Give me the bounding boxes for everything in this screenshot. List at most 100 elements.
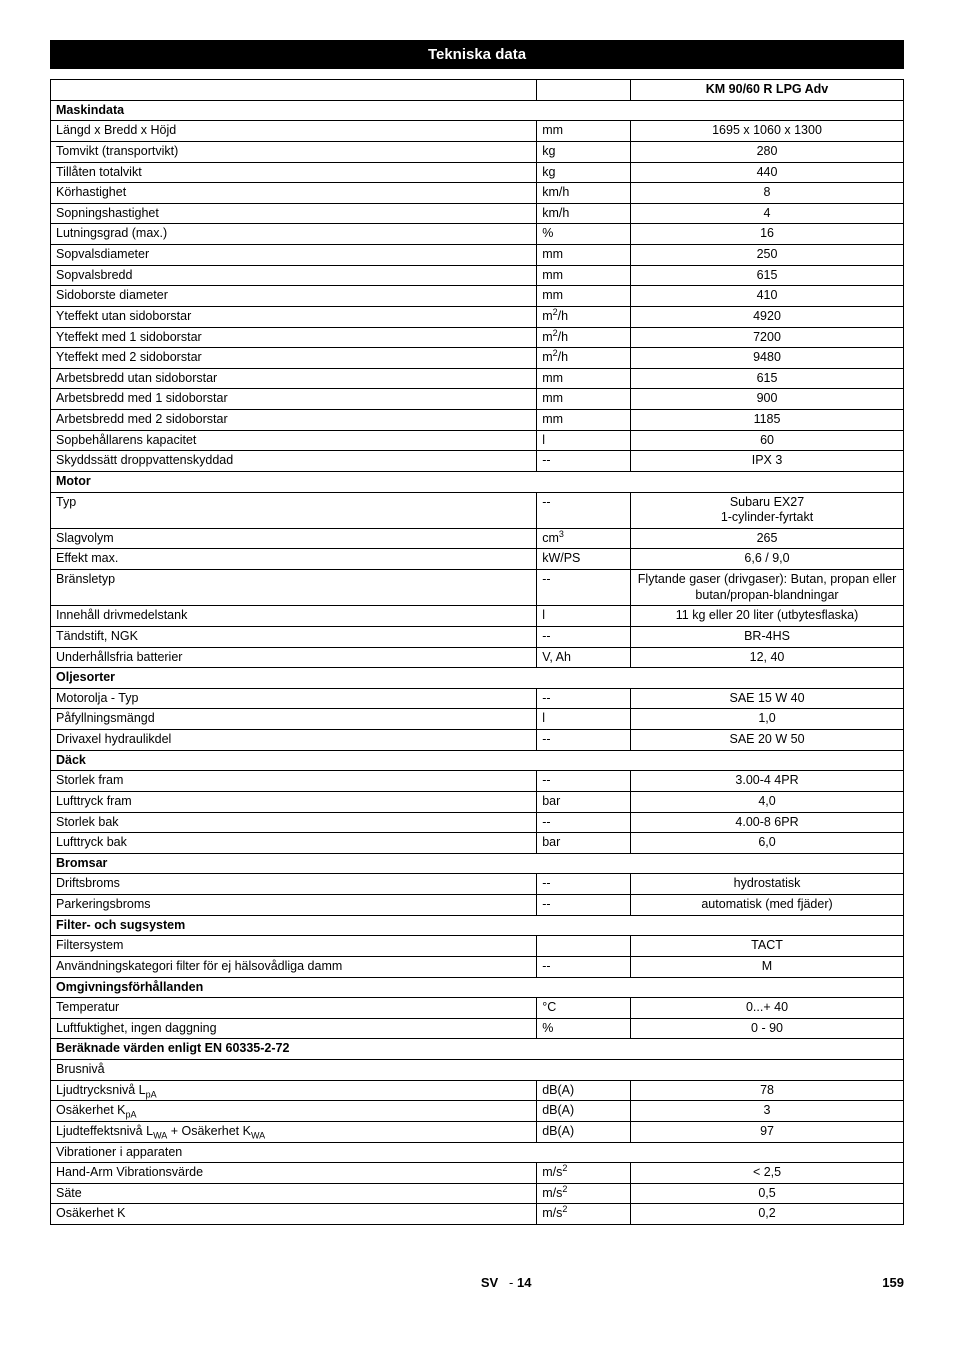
section-header: Beräknade värden enligt EN 60335-2-72 xyxy=(51,1039,904,1060)
spec-label: Påfyllningsmängd xyxy=(51,709,537,730)
spec-value: 900 xyxy=(631,389,904,410)
spec-label: Storlek fram xyxy=(51,771,537,792)
spec-value: hydrostatisk xyxy=(631,874,904,895)
spec-label: Yteffekt utan sidoborstar xyxy=(51,306,537,327)
footer-page-global: 159 xyxy=(882,1275,904,1290)
spec-value: 7200 xyxy=(631,327,904,348)
section-subheader: Brusnivå xyxy=(51,1060,904,1081)
spec-label: Arbetsbredd med 2 sidoborstar xyxy=(51,410,537,431)
footer-lang: SV xyxy=(481,1275,498,1290)
spec-label: Sidoborste diameter xyxy=(51,286,537,307)
spec-value: 0 - 90 xyxy=(631,1018,904,1039)
spec-label: Sopvalsbredd xyxy=(51,265,537,286)
section-header: Bromsar xyxy=(51,853,904,874)
spec-unit: l xyxy=(537,606,631,627)
spec-unit: -- xyxy=(537,492,631,528)
spec-label: Yteffekt med 1 sidoborstar xyxy=(51,327,537,348)
spec-unit: % xyxy=(537,224,631,245)
spec-label: Innehåll drivmedelstank xyxy=(51,606,537,627)
spec-value: 1695 x 1060 x 1300 xyxy=(631,121,904,142)
spec-value: SAE 15 W 40 xyxy=(631,688,904,709)
spec-label: Yteffekt med 2 sidoborstar xyxy=(51,348,537,369)
spec-unit: mm xyxy=(537,410,631,431)
spec-label: Tillåten totalvikt xyxy=(51,162,537,183)
spec-unit: m2/h xyxy=(537,306,631,327)
spec-label: Säte xyxy=(51,1183,537,1204)
section-header: Filter- och sugsystem xyxy=(51,915,904,936)
spec-label: Lutningsgrad (max.) xyxy=(51,224,537,245)
spec-label: Sopningshastighet xyxy=(51,203,537,224)
spec-value: 250 xyxy=(631,245,904,266)
spec-value: 1,0 xyxy=(631,709,904,730)
spec-value: Subaru EX271-cylinder-fyrtakt xyxy=(631,492,904,528)
spec-value: 0,2 xyxy=(631,1204,904,1225)
spec-value: 1185 xyxy=(631,410,904,431)
spec-label: Parkeringsbroms xyxy=(51,895,537,916)
spec-label: Filtersystem xyxy=(51,936,537,957)
spec-unit: V, Ah xyxy=(537,647,631,668)
section-header: Motor xyxy=(51,471,904,492)
spec-unit: °C xyxy=(537,998,631,1019)
spec-value: 78 xyxy=(631,1080,904,1101)
spec-unit: m2/h xyxy=(537,348,631,369)
spec-label: Effekt max. xyxy=(51,549,537,570)
spec-value: 6,0 xyxy=(631,833,904,854)
spec-unit: -- xyxy=(537,895,631,916)
spec-value: 3.00-4 4PR xyxy=(631,771,904,792)
section-header: Oljesorter xyxy=(51,668,904,689)
spec-label: Körhastighet xyxy=(51,183,537,204)
page-title: Tekniska data xyxy=(428,46,526,63)
spec-label: Skyddssätt droppvattenskyddad xyxy=(51,451,537,472)
spec-label: Luftfuktighet, ingen daggning xyxy=(51,1018,537,1039)
spec-unit: km/h xyxy=(537,203,631,224)
spec-label: Ljudtrycksnivå LpA xyxy=(51,1080,537,1101)
spec-label: Tomvikt (transportvikt) xyxy=(51,141,537,162)
spec-value: M xyxy=(631,956,904,977)
spec-unit: l xyxy=(537,430,631,451)
spec-label: Ljudteffektsnivå LWA + Osäkerhet KWA xyxy=(51,1121,537,1142)
spec-label: Osäkerhet K xyxy=(51,1204,537,1225)
spec-value: < 2,5 xyxy=(631,1163,904,1184)
spec-label: Arbetsbredd utan sidoborstar xyxy=(51,368,537,389)
spec-label: Driftsbroms xyxy=(51,874,537,895)
spec-label: Sopvalsdiameter xyxy=(51,245,537,266)
spec-value: 8 xyxy=(631,183,904,204)
spec-unit: -- xyxy=(537,626,631,647)
section-subheader: Vibrationer i apparaten xyxy=(51,1142,904,1163)
spec-value: 9480 xyxy=(631,348,904,369)
spec-value: 280 xyxy=(631,141,904,162)
spec-value: 0...+ 40 xyxy=(631,998,904,1019)
spec-label: Slagvolym xyxy=(51,528,537,549)
spec-unit: % xyxy=(537,1018,631,1039)
spec-unit: -- xyxy=(537,451,631,472)
footer: SV - 14 159 xyxy=(50,1275,904,1290)
spec-unit: mm xyxy=(537,368,631,389)
spec-unit: kW/PS xyxy=(537,549,631,570)
spec-value: 11 kg eller 20 liter (utbytesflaska) xyxy=(631,606,904,627)
header-empty-1 xyxy=(51,80,537,101)
model-name: KM 90/60 R LPG Adv xyxy=(631,80,904,101)
spec-unit: mm xyxy=(537,245,631,266)
spec-label: Underhållsfria batterier xyxy=(51,647,537,668)
spec-value: 4 xyxy=(631,203,904,224)
spec-unit: dB(A) xyxy=(537,1121,631,1142)
spec-label: Typ xyxy=(51,492,537,528)
spec-unit: m/s2 xyxy=(537,1183,631,1204)
spec-value: BR-4HS xyxy=(631,626,904,647)
footer-center: SV - 14 xyxy=(130,1275,882,1290)
spec-value: 16 xyxy=(631,224,904,245)
spec-label: Arbetsbredd med 1 sidoborstar xyxy=(51,389,537,410)
spec-unit: kg xyxy=(537,141,631,162)
page-title-bar: Tekniska data xyxy=(50,40,904,69)
spec-label: Sopbehållarens kapacitet xyxy=(51,430,537,451)
spec-unit: -- xyxy=(537,688,631,709)
spec-unit: -- xyxy=(537,812,631,833)
spec-unit xyxy=(537,936,631,957)
spec-value: 3 xyxy=(631,1101,904,1122)
section-header: Däck xyxy=(51,750,904,771)
spec-unit: mm xyxy=(537,265,631,286)
spec-unit: dB(A) xyxy=(537,1101,631,1122)
spec-label: Tändstift, NGK xyxy=(51,626,537,647)
section-header: Maskindata xyxy=(51,100,904,121)
spec-value: 0,5 xyxy=(631,1183,904,1204)
